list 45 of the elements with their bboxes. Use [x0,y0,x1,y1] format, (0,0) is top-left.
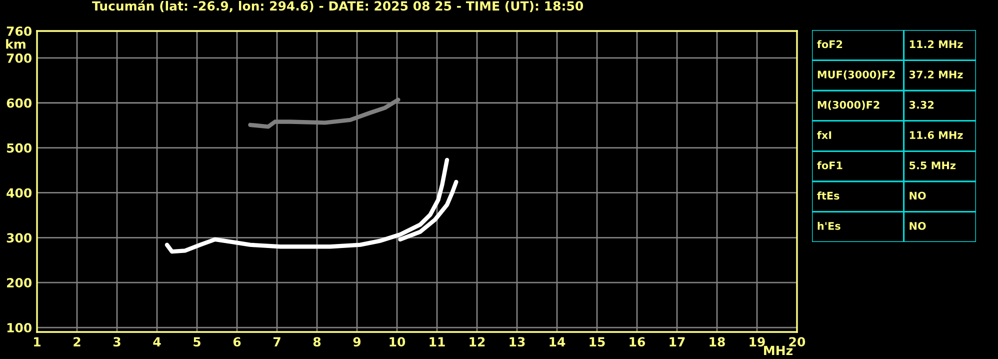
x-tick-label: 6 [233,337,241,347]
y-axis-title: km [6,39,26,49]
x-tick-label: 20 [789,337,806,347]
chart-title: Tucumán (lat: -26.9, lon: 294.6) - DATE: 2025 08 25 - TIME (UT): 18:50 [92,0,584,12]
x-tick-label: 1 [34,337,40,346]
text: 37.2 MHz [909,70,963,78]
text: ftEs [817,192,840,200]
x-tick-label: 18 [710,337,725,347]
x-tick-label: 17 [670,337,685,346]
y-tick-label: 600 [6,98,32,108]
x-tick-label: 19 [750,337,765,347]
text: NO [910,222,926,230]
x-tick-label: 16 [630,337,646,347]
text: h'Es [818,222,840,230]
x-tick-label: 2 [74,337,80,346]
x-tick-label: 7 [273,337,280,346]
text: foF2 [817,40,842,48]
x-tick-label: 9 [353,337,361,347]
text: NO [910,192,926,200]
text: 3.32 [909,100,934,109]
x-tick-label: 13 [510,337,525,347]
y-tick-label: 760 [6,26,32,36]
text: 11.2 MHz [910,40,963,48]
y-tick-label: 500 [7,143,32,153]
y-tick-label: 100 [7,322,32,332]
y-tick-label: 300 [6,233,32,243]
x-tick-label: 11 [430,337,445,346]
x-tick-label: 3 [113,337,120,347]
y-tick-label: 400 [6,188,32,198]
text: M(3000)F2 [818,100,880,110]
y-tick-label: 200 [7,278,32,288]
y-tick-label: 700 [6,53,32,63]
x-tick-label: 5 [194,337,200,347]
text: fxI [817,130,832,139]
x-tick-label: 15 [590,337,605,347]
x-tick-label: 14 [550,337,566,346]
text: MUF(3000)F2 [818,70,895,80]
text: 11.6 MHz [910,131,963,140]
x-tick-label: 4 [153,337,161,346]
x-tick-label: 12 [470,337,485,346]
text: 5.5 MHz [910,162,956,170]
x-tick-label: 10 [390,337,406,347]
text: foF1 [817,161,842,170]
x-axis-title: MHz [764,346,792,356]
x-tick-label: 8 [313,337,321,347]
